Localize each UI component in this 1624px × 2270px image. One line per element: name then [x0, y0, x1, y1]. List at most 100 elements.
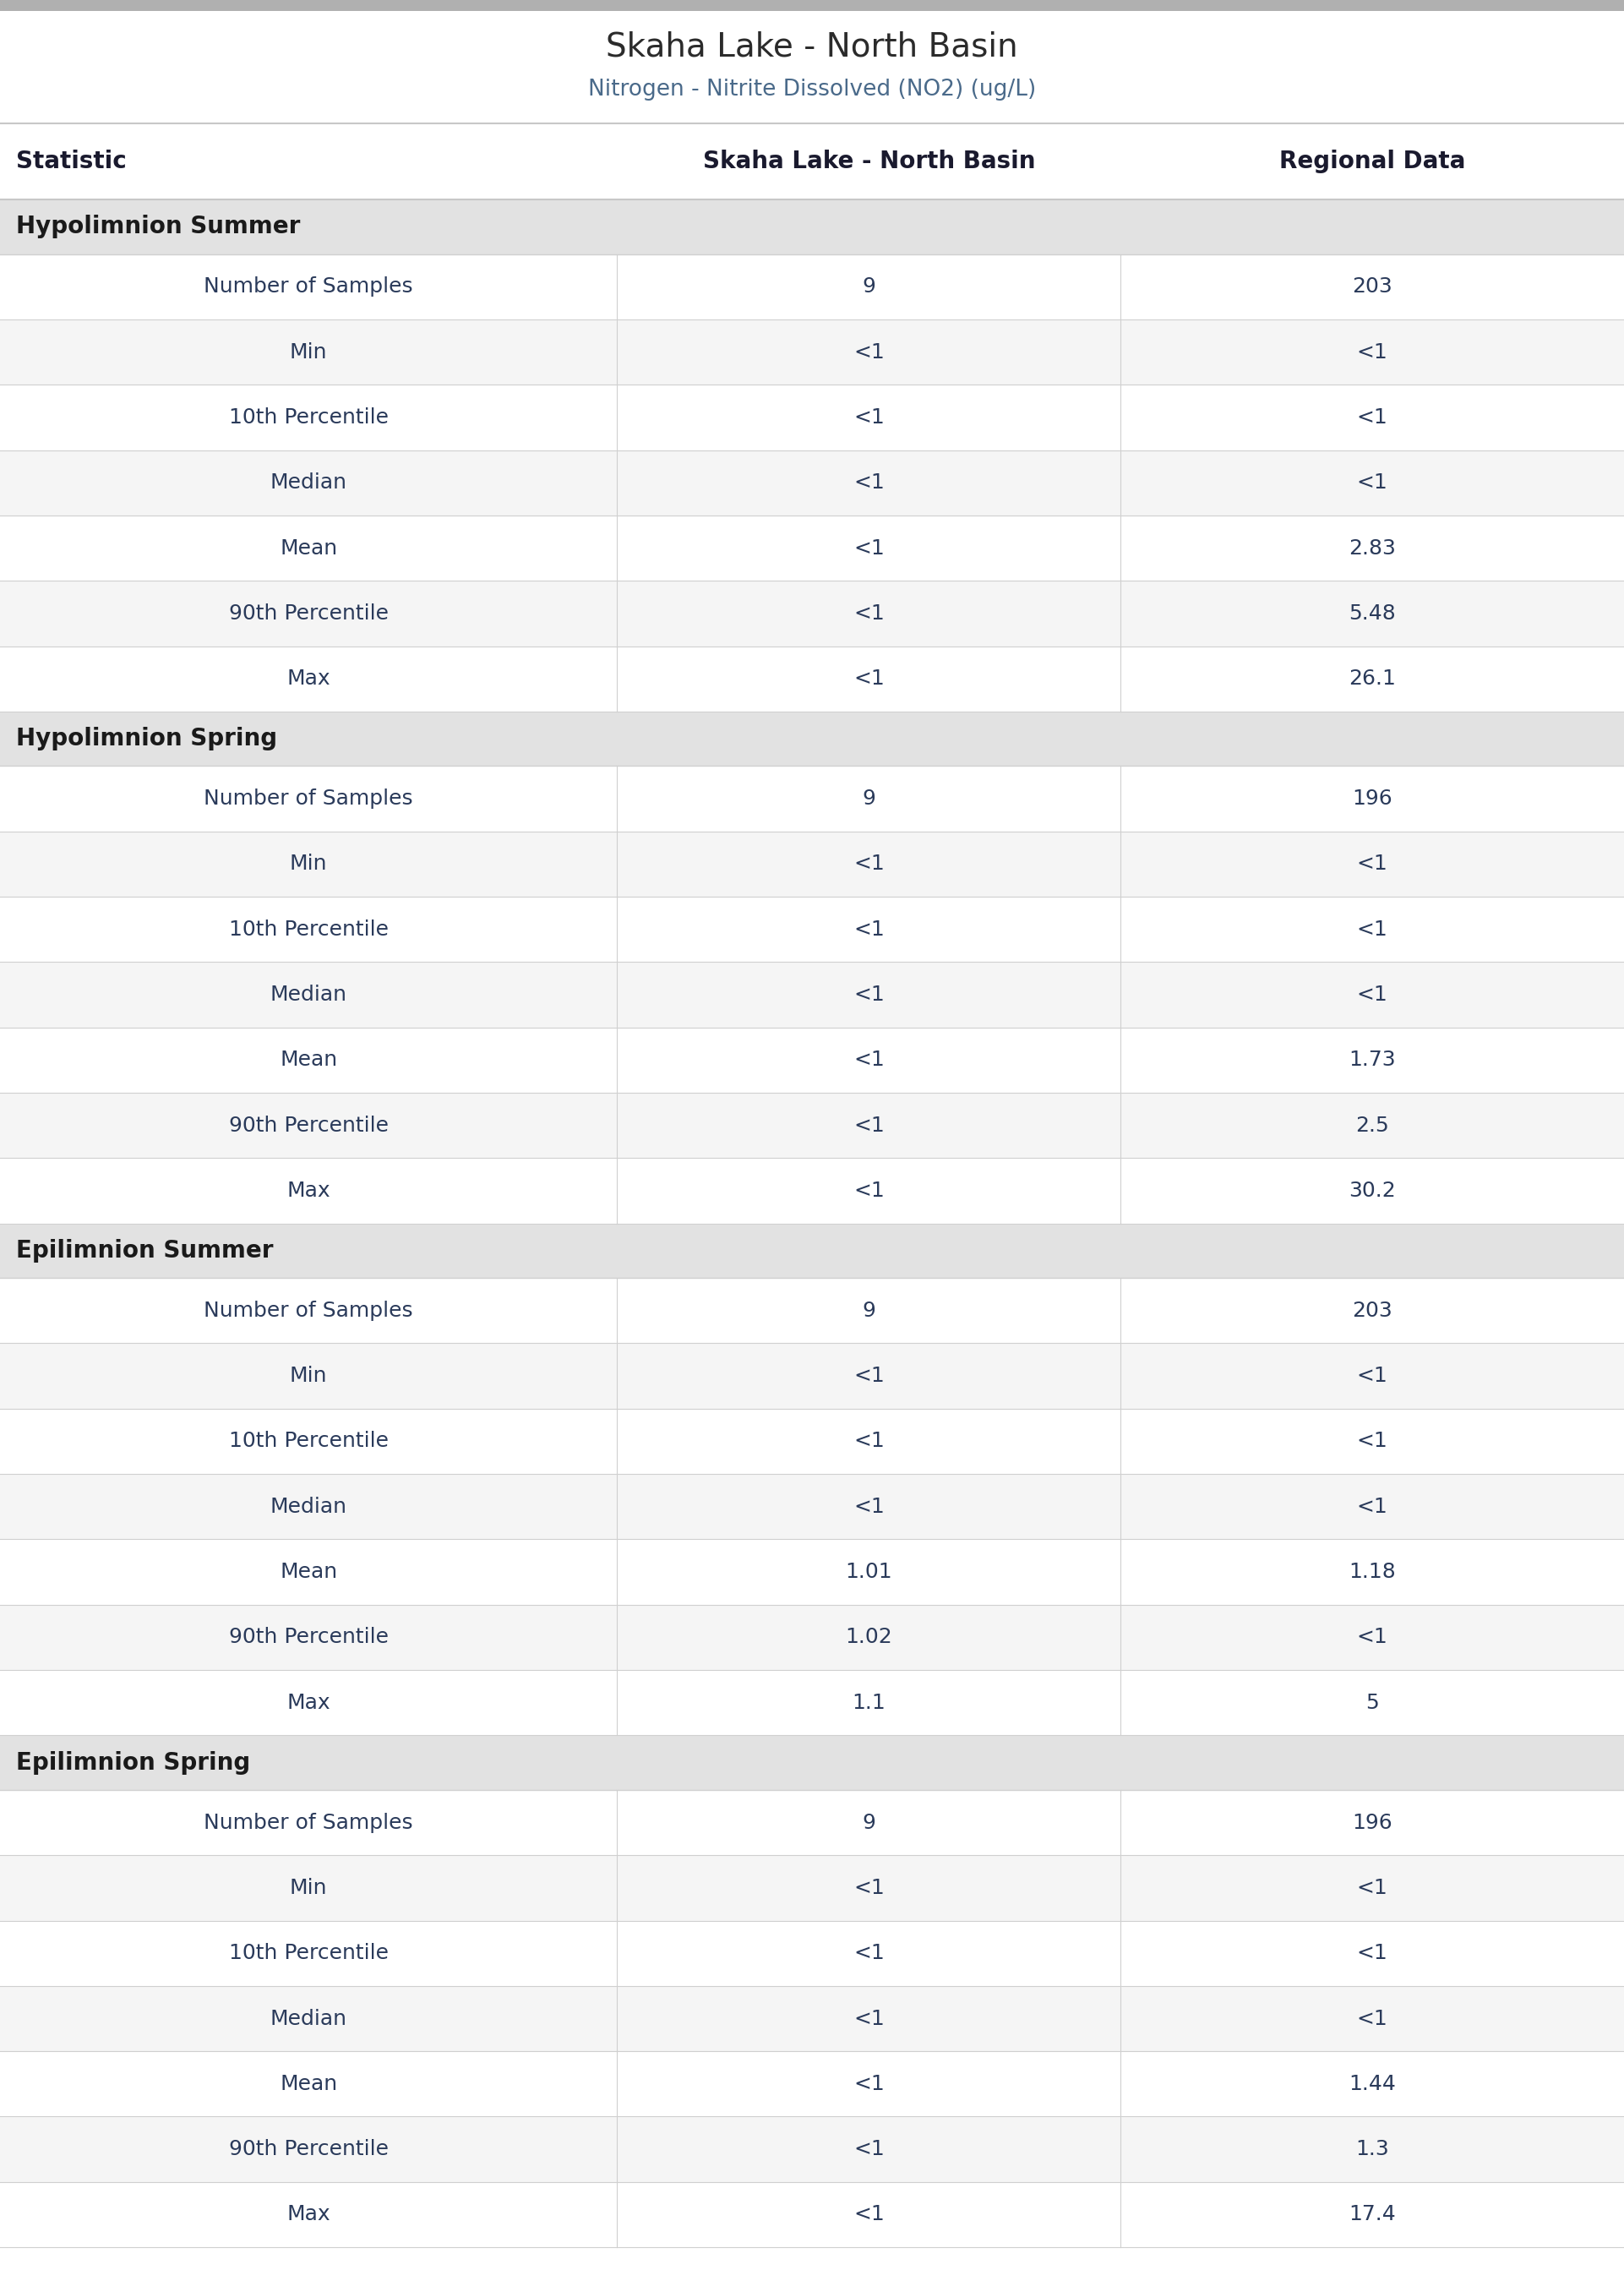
- Bar: [0, 765, 1624, 831]
- Text: Hypolimnion Summer: Hypolimnion Summer: [16, 216, 300, 238]
- Text: <1: <1: [853, 1496, 885, 1516]
- Text: <1: <1: [853, 1430, 885, 1451]
- Bar: [0, 1028, 1624, 1092]
- Text: Min: Min: [289, 1367, 328, 1387]
- Text: 1.18: 1.18: [1348, 1562, 1397, 1582]
- Text: <1: <1: [1356, 1367, 1389, 1387]
- Text: Max: Max: [287, 1693, 330, 1714]
- Bar: [0, 1855, 1624, 1920]
- Text: Number of Samples: Number of Samples: [205, 277, 412, 297]
- Text: Mean: Mean: [279, 1562, 338, 1582]
- Text: Median: Median: [270, 2009, 348, 2029]
- Text: <1: <1: [853, 2009, 885, 2029]
- Bar: [0, 1344, 1624, 1410]
- Text: 90th Percentile: 90th Percentile: [229, 604, 388, 624]
- Text: 1.3: 1.3: [1356, 2138, 1389, 2159]
- Text: <1: <1: [853, 406, 885, 427]
- Text: Epilimnion Summer: Epilimnion Summer: [16, 1239, 273, 1262]
- Text: 30.2: 30.2: [1348, 1180, 1397, 1201]
- Text: Number of Samples: Number of Samples: [205, 788, 412, 808]
- Text: Nitrogen - Nitrite Dissolved (NO2) (ug/L): Nitrogen - Nitrite Dissolved (NO2) (ug/L…: [588, 79, 1036, 100]
- Text: <1: <1: [1356, 406, 1389, 427]
- Text: 5: 5: [1366, 1693, 1379, 1714]
- Bar: [0, 1605, 1624, 1671]
- Text: 203: 203: [1353, 1301, 1392, 1321]
- Text: 17.4: 17.4: [1348, 2204, 1397, 2225]
- Text: <1: <1: [1356, 854, 1389, 874]
- Text: <1: <1: [1356, 985, 1389, 1006]
- Text: 2.83: 2.83: [1348, 538, 1397, 558]
- Text: 203: 203: [1353, 277, 1392, 297]
- Bar: [0, 1278, 1624, 1344]
- Text: <1: <1: [853, 670, 885, 690]
- Text: 1.44: 1.44: [1348, 2075, 1397, 2093]
- Text: 90th Percentile: 90th Percentile: [229, 2138, 388, 2159]
- Text: <1: <1: [1356, 919, 1389, 940]
- Bar: [0, 11, 1624, 123]
- Text: 9: 9: [862, 1301, 875, 1321]
- Text: <1: <1: [853, 1051, 885, 1069]
- Text: 10th Percentile: 10th Percentile: [229, 406, 388, 427]
- Text: Min: Min: [289, 343, 328, 363]
- Text: 10th Percentile: 10th Percentile: [229, 919, 388, 940]
- Bar: [0, 1092, 1624, 1158]
- Text: <1: <1: [1356, 343, 1389, 363]
- Bar: [0, 320, 1624, 386]
- Text: Median: Median: [270, 985, 348, 1006]
- Text: <1: <1: [1356, 1496, 1389, 1516]
- Text: Hypolimnion Spring: Hypolimnion Spring: [16, 726, 278, 751]
- Text: Skaha Lake - North Basin: Skaha Lake - North Basin: [703, 150, 1034, 173]
- Bar: [0, 254, 1624, 320]
- Text: 9: 9: [862, 788, 875, 808]
- Text: 10th Percentile: 10th Percentile: [229, 1943, 388, 1964]
- Bar: [0, 200, 1624, 254]
- Bar: [0, 1920, 1624, 1986]
- Text: 90th Percentile: 90th Percentile: [229, 1115, 388, 1135]
- Text: Epilimnion Spring: Epilimnion Spring: [16, 1750, 250, 1775]
- Text: <1: <1: [853, 1367, 885, 1387]
- Text: <1: <1: [1356, 1430, 1389, 1451]
- Text: Regional Data: Regional Data: [1280, 150, 1465, 173]
- Text: Number of Samples: Number of Samples: [205, 1811, 412, 1832]
- Text: 1.01: 1.01: [846, 1562, 892, 1582]
- Text: 2.5: 2.5: [1356, 1115, 1389, 1135]
- Text: Min: Min: [289, 854, 328, 874]
- Text: 10th Percentile: 10th Percentile: [229, 1430, 388, 1451]
- Text: <1: <1: [853, 343, 885, 363]
- Bar: [0, 386, 1624, 449]
- Bar: [0, 1671, 1624, 1734]
- Text: <1: <1: [853, 919, 885, 940]
- Text: Max: Max: [287, 670, 330, 690]
- Bar: [0, 647, 1624, 711]
- Text: Median: Median: [270, 1496, 348, 1516]
- Text: <1: <1: [853, 538, 885, 558]
- Text: <1: <1: [853, 854, 885, 874]
- Text: <1: <1: [1356, 1943, 1389, 1964]
- Text: Min: Min: [289, 1877, 328, 1898]
- Text: <1: <1: [853, 604, 885, 624]
- Text: 196: 196: [1353, 788, 1392, 808]
- Bar: [0, 897, 1624, 962]
- Bar: [0, 2116, 1624, 2181]
- Text: Statistic: Statistic: [16, 150, 127, 173]
- Text: <1: <1: [853, 2075, 885, 2093]
- Text: <1: <1: [853, 2204, 885, 2225]
- Bar: [0, 831, 1624, 897]
- Text: <1: <1: [1356, 1628, 1389, 1648]
- Text: 5.48: 5.48: [1348, 604, 1397, 624]
- Text: Skaha Lake - North Basin: Skaha Lake - North Basin: [606, 32, 1018, 64]
- Bar: [0, 1789, 1624, 1855]
- Bar: [0, 2052, 1624, 2116]
- Text: Max: Max: [287, 1180, 330, 1201]
- Text: 90th Percentile: 90th Percentile: [229, 1628, 388, 1648]
- Bar: [0, 1734, 1624, 1789]
- Text: Number of Samples: Number of Samples: [205, 1301, 412, 1321]
- Text: 196: 196: [1353, 1811, 1392, 1832]
- Bar: [0, 1986, 1624, 2052]
- Text: Mean: Mean: [279, 1051, 338, 1069]
- Text: <1: <1: [853, 2138, 885, 2159]
- Text: <1: <1: [853, 985, 885, 1006]
- Text: <1: <1: [853, 1180, 885, 1201]
- Text: <1: <1: [1356, 2009, 1389, 2029]
- Bar: [0, 1410, 1624, 1473]
